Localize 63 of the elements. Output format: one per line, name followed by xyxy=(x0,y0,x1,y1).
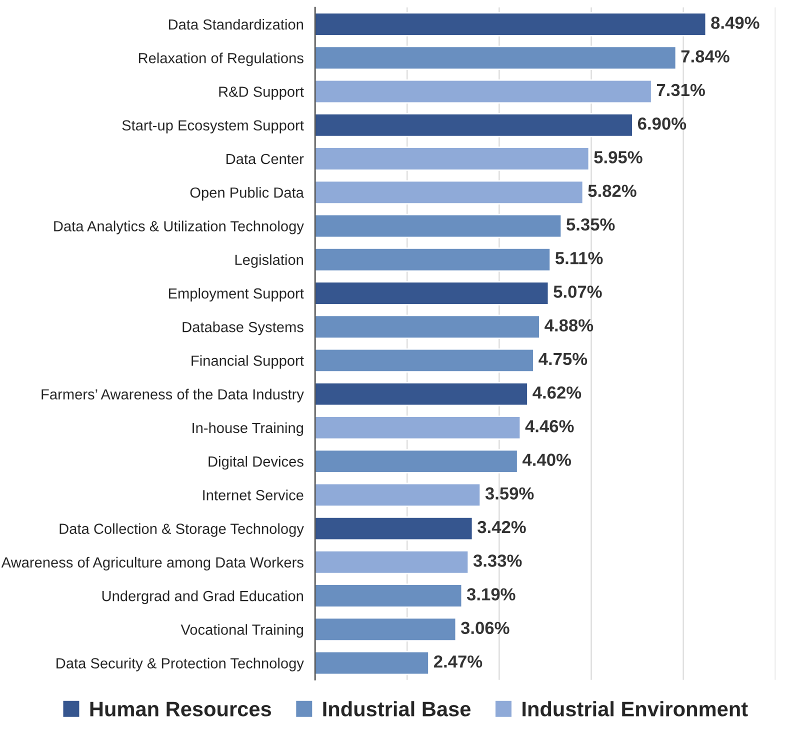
y-tick-label: Financial Support xyxy=(192,355,304,369)
data-label: 3.06% xyxy=(460,622,510,634)
data-label: 3.33% xyxy=(473,554,522,567)
data-label: 3.59% xyxy=(485,487,534,500)
bar xyxy=(315,180,584,204)
y-tick-label: Vocational Training xyxy=(180,624,304,638)
data-label: 2.47% xyxy=(434,655,482,668)
bar xyxy=(315,416,522,440)
bar xyxy=(315,348,534,373)
bar xyxy=(315,617,457,642)
bar xyxy=(315,146,590,171)
y-tick-label: Internet Service xyxy=(203,490,304,500)
y-tick-label: Employment Support xyxy=(168,288,304,302)
y-tick-label: Farmers’ Awareness of the Data Industry xyxy=(42,388,304,402)
bar xyxy=(315,516,474,541)
data-label: 4.46% xyxy=(525,420,574,432)
data-label: 5.95% xyxy=(594,151,642,164)
y-tick-label: Start-up Ecosystem Support xyxy=(122,120,304,134)
legend-label: Industrial Base xyxy=(323,701,470,716)
bar xyxy=(315,482,482,508)
y-tick-label: Relaxation of Regulations xyxy=(138,52,304,66)
bar xyxy=(315,650,430,676)
data-label: 4.75% xyxy=(538,352,588,366)
y-tick-label: Data Collection & Storage Technology xyxy=(60,523,304,537)
data-label: 4.40% xyxy=(522,454,572,466)
data-label: 8.49% xyxy=(711,16,760,29)
bar xyxy=(315,79,652,104)
bar xyxy=(315,382,528,406)
bar xyxy=(315,247,552,272)
bar xyxy=(315,584,463,608)
y-tick-label: Data Center xyxy=(226,154,304,164)
data-label: 5.82% xyxy=(588,184,636,198)
data-label: 7.31% xyxy=(656,84,705,96)
data-label: 3.42% xyxy=(478,520,526,534)
bar xyxy=(315,12,707,36)
data-label: 4.62% xyxy=(532,386,582,399)
bar xyxy=(315,449,518,474)
data-label: 5.07% xyxy=(554,286,602,298)
bar xyxy=(315,46,677,70)
legend-label: Human Resources xyxy=(90,702,272,716)
data-label: 3.19% xyxy=(466,588,516,600)
y-tick-label: Digital Devices xyxy=(208,456,304,470)
y-tick-label: Open Public Data xyxy=(190,187,304,201)
y-tick-label: In-house Training xyxy=(192,422,304,436)
y-tick-label: Data Standardization xyxy=(168,18,304,30)
y-tick-label: Data Security & Protection Technology xyxy=(56,658,304,672)
data-label: 4.88% xyxy=(544,319,594,332)
data-label: 5.11% xyxy=(555,252,603,264)
data-label: 7.84% xyxy=(681,50,730,63)
legend-label: Industrial Environment xyxy=(522,701,748,716)
bar xyxy=(315,112,634,138)
data-label: 5.35% xyxy=(566,218,615,231)
y-tick-label: Data Analytics & Utilization Technology xyxy=(54,220,304,234)
bar xyxy=(315,314,540,339)
bar xyxy=(315,281,550,306)
y-tick-label: Legislation xyxy=(235,254,304,268)
data-label: 6.90% xyxy=(638,117,686,130)
bar xyxy=(315,214,562,238)
y-tick-label: Database Systems xyxy=(182,322,304,336)
bar xyxy=(315,550,470,574)
y-tick-label: Awareness of Agriculture among Data Workers xyxy=(1,556,304,570)
y-tick-label: R&D Support xyxy=(219,86,304,100)
y-tick-label: Undergrad and Grad Education xyxy=(102,590,304,604)
